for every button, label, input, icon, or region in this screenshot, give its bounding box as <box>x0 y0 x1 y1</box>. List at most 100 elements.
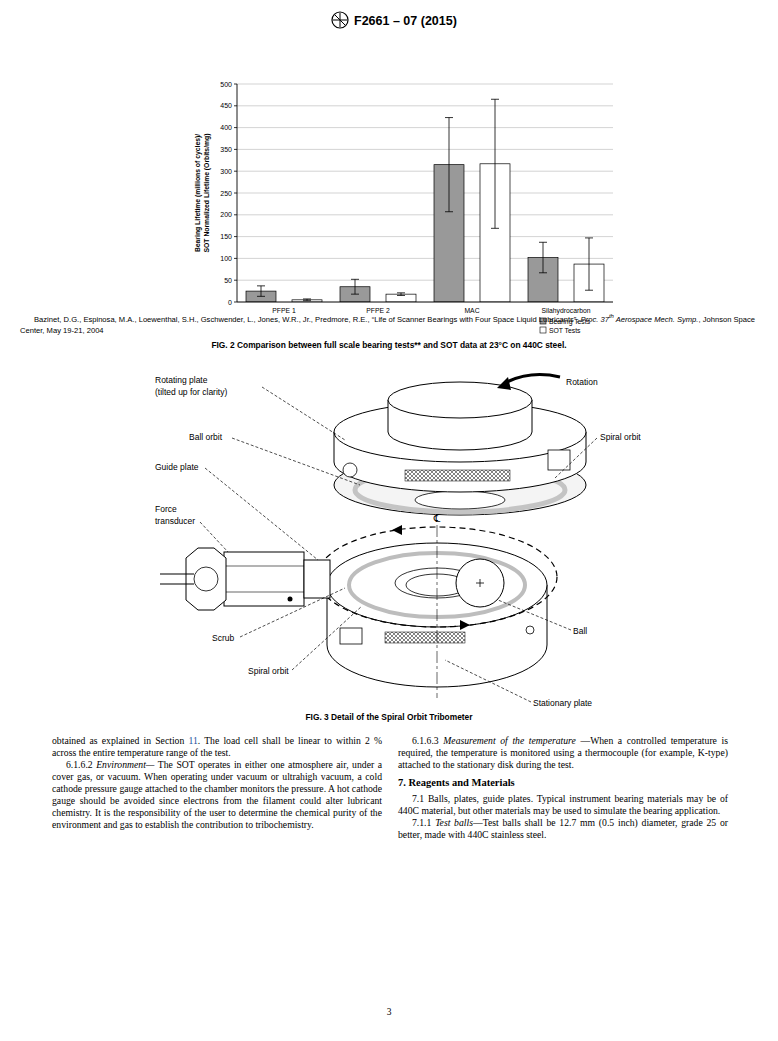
connector <box>194 567 218 591</box>
leader-line <box>555 438 597 478</box>
paragraph-text: obtained as explained in Section <box>52 735 188 746</box>
grid-line <box>237 127 613 128</box>
knurl-band <box>405 470 510 481</box>
tick-label: 350 <box>220 146 232 153</box>
paragraph-heading: Measurement of the temperature <box>443 735 576 746</box>
grid-line <box>237 105 613 106</box>
transducer-collar <box>304 560 330 598</box>
diagram-label: (tilted up for clarity) <box>155 387 227 397</box>
diagram-label: Spiral orbit <box>248 666 289 676</box>
y-axis-label: Bearing Lifetime (millions of cycles)/ <box>194 134 202 252</box>
leader-line <box>232 438 360 485</box>
citation-proceedings: Proc. 37 <box>581 315 609 324</box>
citation-proceedings: Aerospace Mech. Symp. <box>614 315 699 324</box>
error-bar <box>491 99 499 228</box>
grid-line <box>237 193 613 194</box>
category-label: MAC <box>464 307 479 314</box>
transducer-edge <box>224 566 304 567</box>
bars <box>246 99 604 302</box>
tick-label: 500 <box>220 81 232 88</box>
transducer-body <box>224 552 304 606</box>
citation-superscript: th <box>609 313 614 319</box>
screw-hole <box>526 626 534 634</box>
screw <box>288 597 293 602</box>
centerline <box>437 525 438 698</box>
plate-hole <box>415 491 505 509</box>
paragraph: 6.1.6.3 Measurement of the temperature —… <box>398 735 728 771</box>
category-label: Silahydrocarbon <box>541 307 590 315</box>
diagram-label: Force <box>155 504 177 514</box>
tick-label: 0 <box>228 299 232 306</box>
leader-line <box>292 606 362 670</box>
rotation-arrowhead <box>497 377 511 390</box>
diagram-label: Rotating plate <box>155 375 208 385</box>
category-label: PFPE 2 <box>366 307 390 314</box>
leader-line <box>262 387 345 440</box>
legend-label: SOT Tests <box>549 327 581 334</box>
paragraph-heading: Environment— <box>96 759 154 770</box>
legend-swatch <box>540 327 546 333</box>
logo <box>332 12 348 28</box>
grid-line <box>237 302 613 303</box>
y-axis-label: SOT Normalized Lifetime (Orbits/mg) <box>203 134 211 253</box>
leader-line <box>205 468 318 560</box>
logo-mark <box>333 13 347 27</box>
diagram-label: Rotation <box>566 377 598 387</box>
figure-caption: FIG. 3 Detail of the Spiral Orbit Tribom… <box>0 712 778 722</box>
paragraph-text: Balls, plates, guide plates. Typical ins… <box>398 793 728 816</box>
paragraph: 7.1.1 Test balls—Test balls shall be 12.… <box>398 817 728 841</box>
paragraph-number: 6.1.6.2 <box>66 759 93 770</box>
section-heading: 7. Reagents and Materials <box>398 777 728 789</box>
text-column: obtained as explained in Section 11. The… <box>52 735 382 831</box>
paragraph-number: 7.1.1 <box>412 817 431 828</box>
section-title: 7. Reagents and Materials <box>398 777 515 788</box>
paragraph-heading: Test balls <box>435 817 473 828</box>
citation-authors: Bazinet, D.G., Espinosa, M.A., Loewentha… <box>34 315 581 324</box>
diagram-label: Ball orbit <box>189 432 223 442</box>
diagram-label: Guide plate <box>155 462 199 472</box>
transducer-face <box>186 548 226 610</box>
text-column: 6.1.6.3 Measurement of the temperature —… <box>398 735 728 841</box>
leader-line <box>445 660 531 702</box>
centerline-symbol: ℄ <box>433 513 441 524</box>
rotation-arrow <box>505 375 560 383</box>
grid-line <box>237 84 613 85</box>
grid-line <box>237 236 613 237</box>
grid-line <box>237 149 613 150</box>
grid-line <box>237 214 613 215</box>
tick-label: 300 <box>220 168 232 175</box>
diagram-label: Ball <box>573 626 587 636</box>
leader-line <box>498 600 571 630</box>
leader-line <box>240 588 345 637</box>
ball <box>456 559 504 607</box>
tick-label: 50 <box>224 277 232 284</box>
diagram-label: Stationary plate <box>533 698 592 708</box>
paragraph-number: 7.1 <box>412 793 424 804</box>
space <box>439 735 444 746</box>
tick-label: 100 <box>220 255 232 262</box>
tick-label: 450 <box>220 102 232 109</box>
diagram-label: Scrub <box>212 633 234 643</box>
page-art: F2661 – 07 (2015)05010015020025030035040… <box>0 0 778 1041</box>
tick-label: 400 <box>220 124 232 131</box>
page: F2661 – 07 (2015)05010015020025030035040… <box>0 0 778 1041</box>
paragraph: obtained as explained in Section 11. The… <box>52 735 382 759</box>
chart: 050100150200250300350400450500PFPE 1PFPE… <box>194 81 613 334</box>
space <box>431 817 435 828</box>
error-bar <box>585 238 593 290</box>
tick-label: 250 <box>220 190 232 197</box>
diagram-label: Spiral orbit <box>600 432 641 442</box>
page-number: 3 <box>387 1007 392 1017</box>
error-bar <box>397 293 405 296</box>
error-bar <box>539 242 547 273</box>
error-bar <box>303 299 311 301</box>
section-link: 11 <box>188 735 197 746</box>
error-bar <box>445 118 453 212</box>
error-bar <box>351 279 359 294</box>
knurl-band <box>385 632 465 643</box>
paragraph: 7.1 Balls, plates, guide plates. Typical… <box>398 793 728 817</box>
designation: F2661 – 07 (2015) <box>354 14 457 28</box>
transducer-edge <box>224 592 304 593</box>
pins <box>160 574 194 584</box>
error-bar <box>257 286 265 296</box>
